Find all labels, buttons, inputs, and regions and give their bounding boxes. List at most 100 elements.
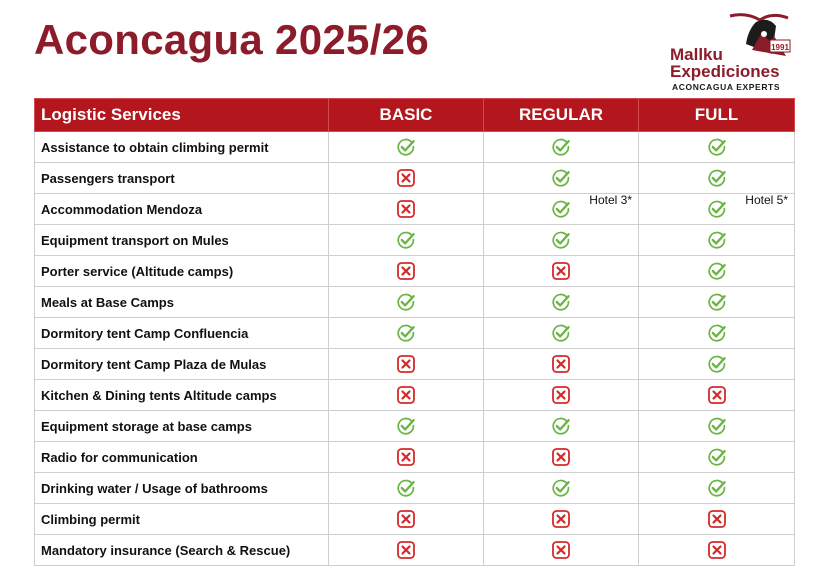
regular-availability-cell <box>483 131 639 163</box>
basic-availability-cell <box>328 441 484 473</box>
regular-availability-cell <box>483 503 639 535</box>
table-row: Accommodation Mendoza Hotel 3* Hotel 5* <box>34 193 795 225</box>
service-label: Accommodation Mendoza <box>34 193 329 225</box>
basic-availability-cell <box>328 255 484 287</box>
regular-availability-cell <box>483 162 639 194</box>
company-logo: 1991 Mallku Expediciones ACONCAGUA EXPER… <box>668 10 793 95</box>
check-icon <box>397 138 415 156</box>
cross-icon <box>397 169 415 187</box>
column-header-regular: REGULAR <box>483 98 639 132</box>
service-label: Climbing permit <box>34 503 329 535</box>
regular-availability-cell <box>483 348 639 380</box>
basic-availability-cell <box>328 317 484 349</box>
basic-availability-cell <box>328 472 484 504</box>
basic-availability-cell <box>328 131 484 163</box>
table-row: Porter service (Altitude camps) <box>34 255 795 287</box>
check-icon <box>397 479 415 497</box>
cross-icon <box>397 262 415 280</box>
full-availability-cell <box>638 503 795 535</box>
table-row: Drinking water / Usage of bathrooms <box>34 472 795 504</box>
column-header-basic: BASIC <box>328 98 484 132</box>
logo-tagline: ACONCAGUA EXPERTS <box>672 82 781 92</box>
check-icon <box>397 417 415 435</box>
basic-availability-cell <box>328 534 484 566</box>
cross-icon <box>397 510 415 528</box>
cross-icon <box>707 541 726 559</box>
cross-icon <box>552 448 570 466</box>
basic-availability-cell <box>328 224 484 256</box>
check-icon <box>707 324 726 342</box>
check-icon <box>397 324 415 342</box>
table-header-row: Logistic Services BASIC REGULAR FULL <box>34 98 795 132</box>
table-row: Mandatory insurance (Search & Rescue) <box>34 534 795 566</box>
service-label: Dormitory tent Camp Plaza de Mulas <box>34 348 329 380</box>
cross-icon <box>552 541 570 559</box>
check-icon <box>552 138 570 156</box>
cross-icon <box>552 386 570 404</box>
service-label: Equipment transport on Mules <box>34 224 329 256</box>
full-availability-cell: Hotel 5* <box>638 193 795 225</box>
basic-availability-cell <box>328 193 484 225</box>
table-body: Assistance to obtain climbing permit Pass… <box>34 131 795 566</box>
check-icon <box>707 200 726 218</box>
cross-icon <box>397 448 415 466</box>
logo-name-line2: Expediciones <box>670 62 780 81</box>
regular-availability-cell <box>483 224 639 256</box>
service-label: Drinking water / Usage of bathrooms <box>34 472 329 504</box>
service-label: Assistance to obtain climbing permit <box>34 131 329 163</box>
regular-note: Hotel 3* <box>589 193 632 207</box>
column-header-full: FULL <box>638 98 795 132</box>
check-icon <box>397 293 415 311</box>
full-availability-cell <box>638 534 795 566</box>
regular-availability-cell <box>483 441 639 473</box>
cross-icon <box>397 386 415 404</box>
regular-availability-cell <box>483 534 639 566</box>
cross-icon <box>397 541 415 559</box>
cross-icon <box>552 262 570 280</box>
full-availability-cell <box>638 348 795 380</box>
service-label: Porter service (Altitude camps) <box>34 255 329 287</box>
check-icon <box>707 355 726 373</box>
table-row: Climbing permit <box>34 503 795 535</box>
service-label: Passengers transport <box>34 162 329 194</box>
basic-availability-cell <box>328 348 484 380</box>
service-label: Radio for communication <box>34 441 329 473</box>
regular-availability-cell <box>483 317 639 349</box>
cross-icon <box>707 510 726 528</box>
regular-availability-cell <box>483 255 639 287</box>
regular-availability-cell <box>483 472 639 504</box>
full-availability-cell <box>638 255 795 287</box>
full-availability-cell <box>638 379 795 411</box>
cross-icon <box>552 510 570 528</box>
table-row: Passengers transport <box>34 162 795 194</box>
basic-availability-cell <box>328 410 484 442</box>
column-header-services: Logistic Services <box>34 98 329 132</box>
check-icon <box>552 231 570 249</box>
check-icon <box>552 169 570 187</box>
cross-icon <box>707 386 726 404</box>
check-icon <box>707 138 726 156</box>
basic-availability-cell <box>328 503 484 535</box>
check-icon <box>397 231 415 249</box>
cross-icon <box>397 200 415 218</box>
full-availability-cell <box>638 317 795 349</box>
check-icon <box>707 231 726 249</box>
full-availability-cell <box>638 441 795 473</box>
logo-name-line1: Mallku <box>670 45 723 64</box>
service-label: Dormitory tent Camp Confluencia <box>34 317 329 349</box>
check-icon <box>552 417 570 435</box>
page-title: Aconcagua 2025/26 <box>34 16 429 63</box>
table-row: Meals at Base Camps <box>34 286 795 318</box>
check-icon <box>707 169 726 187</box>
service-label: Meals at Base Camps <box>34 286 329 318</box>
check-icon <box>707 417 726 435</box>
full-availability-cell <box>638 224 795 256</box>
table-row: Radio for communication <box>34 441 795 473</box>
full-note: Hotel 5* <box>745 193 788 207</box>
table-row: Dormitory tent Camp Plaza de Mulas <box>34 348 795 380</box>
check-icon <box>552 324 570 342</box>
table-row: Assistance to obtain climbing permit <box>34 131 795 163</box>
basic-availability-cell <box>328 162 484 194</box>
check-icon <box>552 293 570 311</box>
regular-availability-cell <box>483 410 639 442</box>
